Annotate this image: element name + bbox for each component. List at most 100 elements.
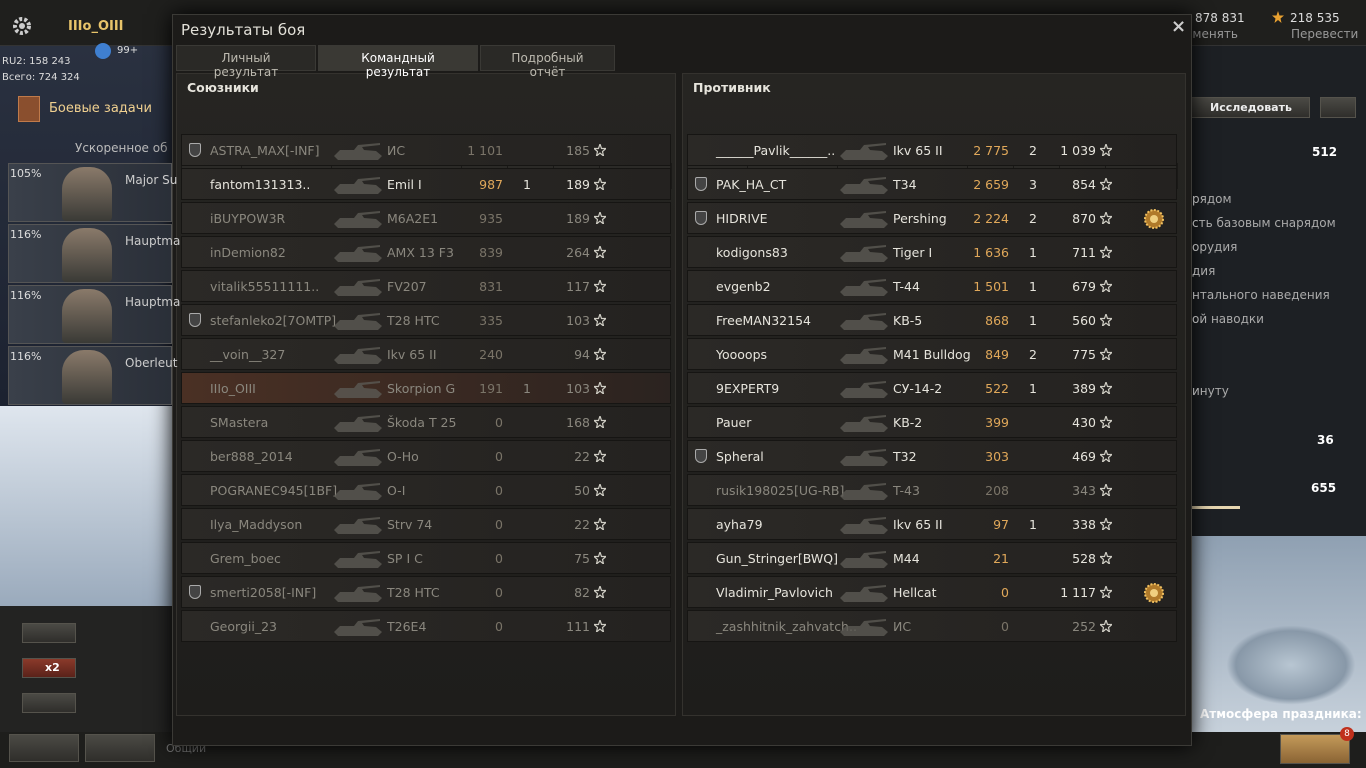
tank-icon-svg <box>840 347 888 364</box>
player-row[interactable]: Yoooops M41 Bulldog 849 2 775 <box>687 338 1177 370</box>
chat-button[interactable] <box>85 734 155 762</box>
player-row[interactable]: ber888_2014 O-Ho 0 22 <box>181 440 671 472</box>
damage: 2 224 <box>973 211 1009 226</box>
player-row[interactable]: Spheral T32 303 469 <box>687 440 1177 472</box>
xp-star <box>1098 618 1114 634</box>
xp-star-svg <box>592 482 608 498</box>
tab[interactable]: Подробный отчёт <box>480 45 615 79</box>
player-row[interactable]: Georgii_23 T26E4 0 111 <box>181 610 671 642</box>
player-row[interactable]: Vladimir_Pavlovich Hellcat 0 1 117 <box>687 576 1177 608</box>
player-row[interactable]: SMastera Škoda T 25 0 168 <box>181 406 671 438</box>
close-button[interactable]: × <box>1171 16 1187 37</box>
kills: 1 <box>523 381 531 396</box>
player-row[interactable]: HIDRIVE Pershing 2 224 2 870 <box>687 202 1177 234</box>
player-row[interactable]: Ilya_Maddyson Strv 74 0 22 <box>181 508 671 540</box>
xp: 94 <box>574 347 590 362</box>
tank-icon <box>332 344 384 366</box>
player-row[interactable]: fantom131313.. Emil I 987 1 189 <box>181 168 671 200</box>
notif-icon <box>95 43 111 59</box>
xp-star-svg <box>592 312 608 328</box>
column-sort[interactable] <box>600 163 672 189</box>
damage: 303 <box>985 449 1009 464</box>
player-row[interactable]: evgenb2 T-44 1 501 1 679 <box>687 270 1177 302</box>
tank-icon-svg <box>840 211 888 228</box>
compare-button[interactable] <box>1320 97 1356 118</box>
xp-star-svg <box>1098 244 1114 260</box>
damage: 0 <box>495 619 503 634</box>
xp-star-svg <box>1098 346 1114 362</box>
player-row[interactable]: smerti2058[-INF] T28 HTC 0 82 <box>181 576 671 608</box>
player-row[interactable]: POGRANEC945[1BF] O-I 0 50 <box>181 474 671 506</box>
tank-name: Ikv 65 II <box>387 347 437 362</box>
damage: 0 <box>495 449 503 464</box>
tank-icon-svg <box>334 177 382 194</box>
damage: 987 <box>479 177 503 192</box>
tab[interactable]: Командный результат <box>318 45 478 79</box>
kills: 2 <box>1029 211 1037 226</box>
tank-icon <box>332 582 384 604</box>
player-row[interactable]: __voin__327 Ikv 65 II 240 94 <box>181 338 671 370</box>
notif-count: 99+ <box>117 45 139 56</box>
xp: 168 <box>566 415 590 430</box>
kills: 1 <box>1029 279 1037 294</box>
gold-action[interactable]: бменять <box>1185 27 1238 41</box>
tank-filter[interactable] <box>22 623 76 643</box>
store-button[interactable] <box>1280 734 1350 764</box>
player-name: Gun_Stringer[BWQ] <box>716 551 838 566</box>
xp: 103 <box>566 381 590 396</box>
profile-button[interactable] <box>9 734 79 762</box>
player-row[interactable]: IIIo_OIII Skorpion G 191 1 103 <box>181 372 671 404</box>
player-row[interactable]: 9EXPERT9 СУ-14-2 522 1 389 <box>687 372 1177 404</box>
tank-name: O-Ho <box>387 449 419 464</box>
tank-name: FV207 <box>387 279 427 294</box>
settings-icon[interactable] <box>10 14 34 38</box>
medal-svg <box>1144 209 1164 229</box>
player-row[interactable]: inDemion82 AMX 13 F3 839 264 <box>181 236 671 268</box>
missions-label[interactable]: Боевые задачи <box>49 101 152 116</box>
free-xp-action[interactable]: Перевести <box>1291 27 1359 41</box>
player-row[interactable]: FreeMAN32154 KB-5 868 1 560 <box>687 304 1177 336</box>
crew-percent: 116% <box>10 289 42 302</box>
player-row[interactable]: rusik198025[UG-RB] T-43 208 343 <box>687 474 1177 506</box>
player-row[interactable]: vitalik55511111.. FV207 831 117 <box>181 270 671 302</box>
xp-filter[interactable]: x2 <box>22 658 76 678</box>
player-row[interactable]: ASTRA_MAX[-INF] ИС 1 101 185 <box>181 134 671 166</box>
player-row[interactable]: _zashhitnik_zahvatch.. ИС 0 252 <box>687 610 1177 642</box>
damage: 1 501 <box>973 279 1009 294</box>
left-snow <box>0 406 172 606</box>
player-row[interactable]: kodigons83 Tiger I 1 636 1 711 <box>687 236 1177 268</box>
tank-name: SP I C <box>387 551 423 566</box>
tank-param: дия <box>1192 264 1216 278</box>
tank-icon <box>838 514 890 536</box>
player-row[interactable]: ayha79 Ikv 65 II 97 1 338 <box>687 508 1177 540</box>
tab[interactable]: Личный результат <box>176 45 316 79</box>
xp-star-svg <box>592 584 608 600</box>
free-xp-icon <box>1272 11 1284 23</box>
camo-filter[interactable] <box>22 693 76 713</box>
player-row[interactable]: Grem_boec SP I C 0 75 <box>181 542 671 574</box>
allies-panel: Союзники ASTRA_MAX[-INF] ИС 1 101 185 fantom1… <box>176 73 676 716</box>
player-name: iBUYPOW3R <box>210 211 286 226</box>
xp: 1 117 <box>1060 585 1096 600</box>
player-row[interactable]: Gun_Stringer[BWQ] M44 21 528 <box>687 542 1177 574</box>
player-name[interactable]: IIIo_OIII <box>68 19 124 34</box>
column-sort[interactable] <box>1106 163 1178 189</box>
player-name: FreeMAN32154 <box>716 313 811 328</box>
xp-star <box>592 278 608 294</box>
player-row[interactable]: stefanleko2[7OMTP] T28 HTC 335 103 <box>181 304 671 336</box>
tank-icon-svg <box>334 313 382 330</box>
player-name: Yoooops <box>716 347 768 362</box>
research-button[interactable]: Исследовать <box>1180 97 1310 118</box>
tank-param: сть базовым снарядом <box>1192 216 1336 230</box>
missions-icon <box>18 96 40 122</box>
xp-star <box>592 244 608 260</box>
player-row[interactable]: ______Pavlik______.. Ikv 65 II 2 775 2 1 039 <box>687 134 1177 166</box>
tank-icon-svg <box>334 279 382 296</box>
player-row[interactable]: PAK_HA_CT T34 2 659 3 854 <box>687 168 1177 200</box>
player-name: ______Pavlik______.. <box>716 143 836 158</box>
xp-star <box>1098 448 1114 464</box>
player-row[interactable]: iBUYPOW3R M6A2E1 935 189 <box>181 202 671 234</box>
value-top: 512 <box>1312 145 1338 159</box>
player-row[interactable]: Pauer KB-2 399 430 <box>687 406 1177 438</box>
